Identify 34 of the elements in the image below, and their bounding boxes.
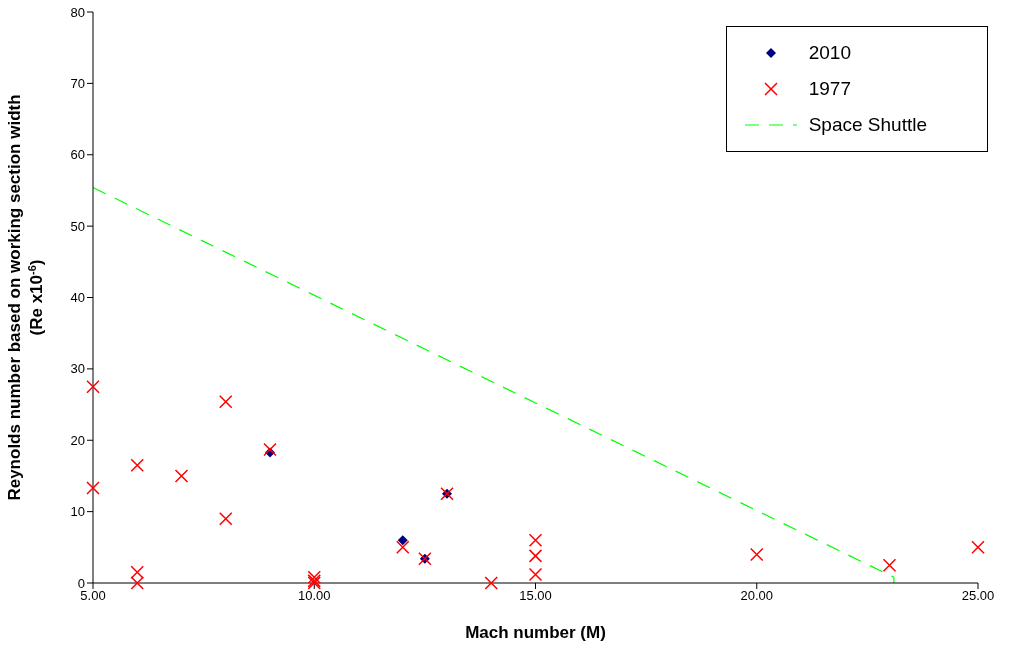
y-tick-label: 70 (70, 75, 85, 91)
point (263, 442, 277, 457)
point (882, 558, 897, 572)
point (971, 540, 985, 555)
point (396, 540, 410, 555)
y-tick-label: 40 (70, 290, 85, 306)
y-tick-label: 60 (70, 147, 85, 163)
point (219, 512, 233, 526)
y-tick-label: 0 (77, 575, 85, 591)
x-tick-label: 15.00 (519, 588, 552, 604)
point (397, 535, 408, 546)
legend-label: Space Shuttle (808, 114, 927, 136)
point (219, 394, 233, 409)
point (484, 576, 498, 590)
y-tick-label: 20 (70, 432, 85, 448)
y-tick-label: 50 (70, 218, 85, 234)
point (750, 547, 764, 562)
y-tick-label: 80 (70, 4, 85, 20)
y-tick-label: 10 (70, 504, 85, 520)
point (86, 481, 100, 495)
point (86, 379, 100, 394)
legend-label: 2010 (808, 42, 851, 64)
point (528, 567, 543, 582)
x-tick-label: 5.00 (80, 588, 106, 604)
point (528, 549, 543, 563)
point (174, 469, 189, 483)
point (130, 458, 144, 472)
legend-label: 1977 (808, 78, 851, 100)
y-tick-label: 30 (70, 361, 85, 377)
x-tick-label: 20.00 (740, 588, 774, 604)
x-tick-label: 10.00 (297, 588, 331, 604)
point (528, 533, 543, 547)
x-axis-title: Mach number (M) (465, 623, 606, 642)
x-tick-label: 25.00 (961, 588, 995, 604)
